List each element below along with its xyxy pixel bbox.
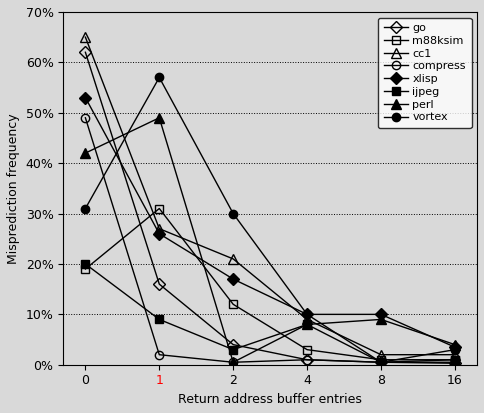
cc1	[230, 256, 236, 261]
cc1	[304, 317, 310, 322]
m88ksim	[156, 206, 162, 211]
xlisp	[230, 277, 236, 282]
vortex	[378, 360, 384, 365]
vortex	[230, 211, 236, 216]
perl	[82, 151, 88, 156]
cc1	[156, 226, 162, 231]
vortex	[452, 347, 458, 352]
go	[452, 361, 458, 366]
m88ksim	[304, 347, 310, 352]
perl	[452, 342, 458, 347]
ijpeg	[156, 317, 162, 322]
Line: go: go	[81, 48, 459, 368]
ijpeg	[452, 357, 458, 362]
m88ksim	[82, 266, 88, 271]
perl	[378, 317, 384, 322]
perl	[230, 360, 236, 365]
compress	[378, 360, 384, 365]
vortex	[304, 312, 310, 317]
Line: perl: perl	[80, 113, 460, 367]
go	[156, 282, 162, 287]
Line: compress: compress	[81, 114, 459, 366]
xlisp	[452, 345, 458, 350]
xlisp	[304, 312, 310, 317]
Y-axis label: Misprediction frequency: Misprediction frequency	[7, 113, 20, 263]
vortex	[156, 75, 162, 80]
ijpeg	[82, 261, 88, 266]
ijpeg	[378, 360, 384, 365]
Line: m88ksim: m88ksim	[81, 204, 459, 364]
X-axis label: Return address buffer entries: Return address buffer entries	[178, 393, 362, 406]
cc1	[378, 352, 384, 357]
vortex	[82, 206, 88, 211]
cc1	[452, 352, 458, 357]
xlisp	[82, 95, 88, 100]
go	[304, 357, 310, 362]
perl	[156, 115, 162, 120]
ijpeg	[230, 347, 236, 352]
compress	[230, 360, 236, 365]
xlisp	[156, 231, 162, 236]
go	[82, 50, 88, 55]
Line: ijpeg: ijpeg	[81, 260, 459, 366]
compress	[156, 352, 162, 357]
cc1	[82, 35, 88, 40]
perl	[304, 322, 310, 327]
go	[378, 360, 384, 365]
go	[230, 342, 236, 347]
Line: cc1: cc1	[80, 32, 460, 360]
Line: xlisp: xlisp	[81, 93, 459, 351]
m88ksim	[452, 357, 458, 362]
compress	[452, 360, 458, 365]
Line: vortex: vortex	[81, 73, 459, 366]
compress	[82, 115, 88, 120]
compress	[304, 357, 310, 362]
Legend: go, m88ksim, cc1, compress, xlisp, ijpeg, perl, vortex: go, m88ksim, cc1, compress, xlisp, ijpeg…	[378, 17, 471, 128]
m88ksim	[378, 357, 384, 362]
ijpeg	[304, 322, 310, 327]
m88ksim	[230, 302, 236, 307]
xlisp	[378, 312, 384, 317]
